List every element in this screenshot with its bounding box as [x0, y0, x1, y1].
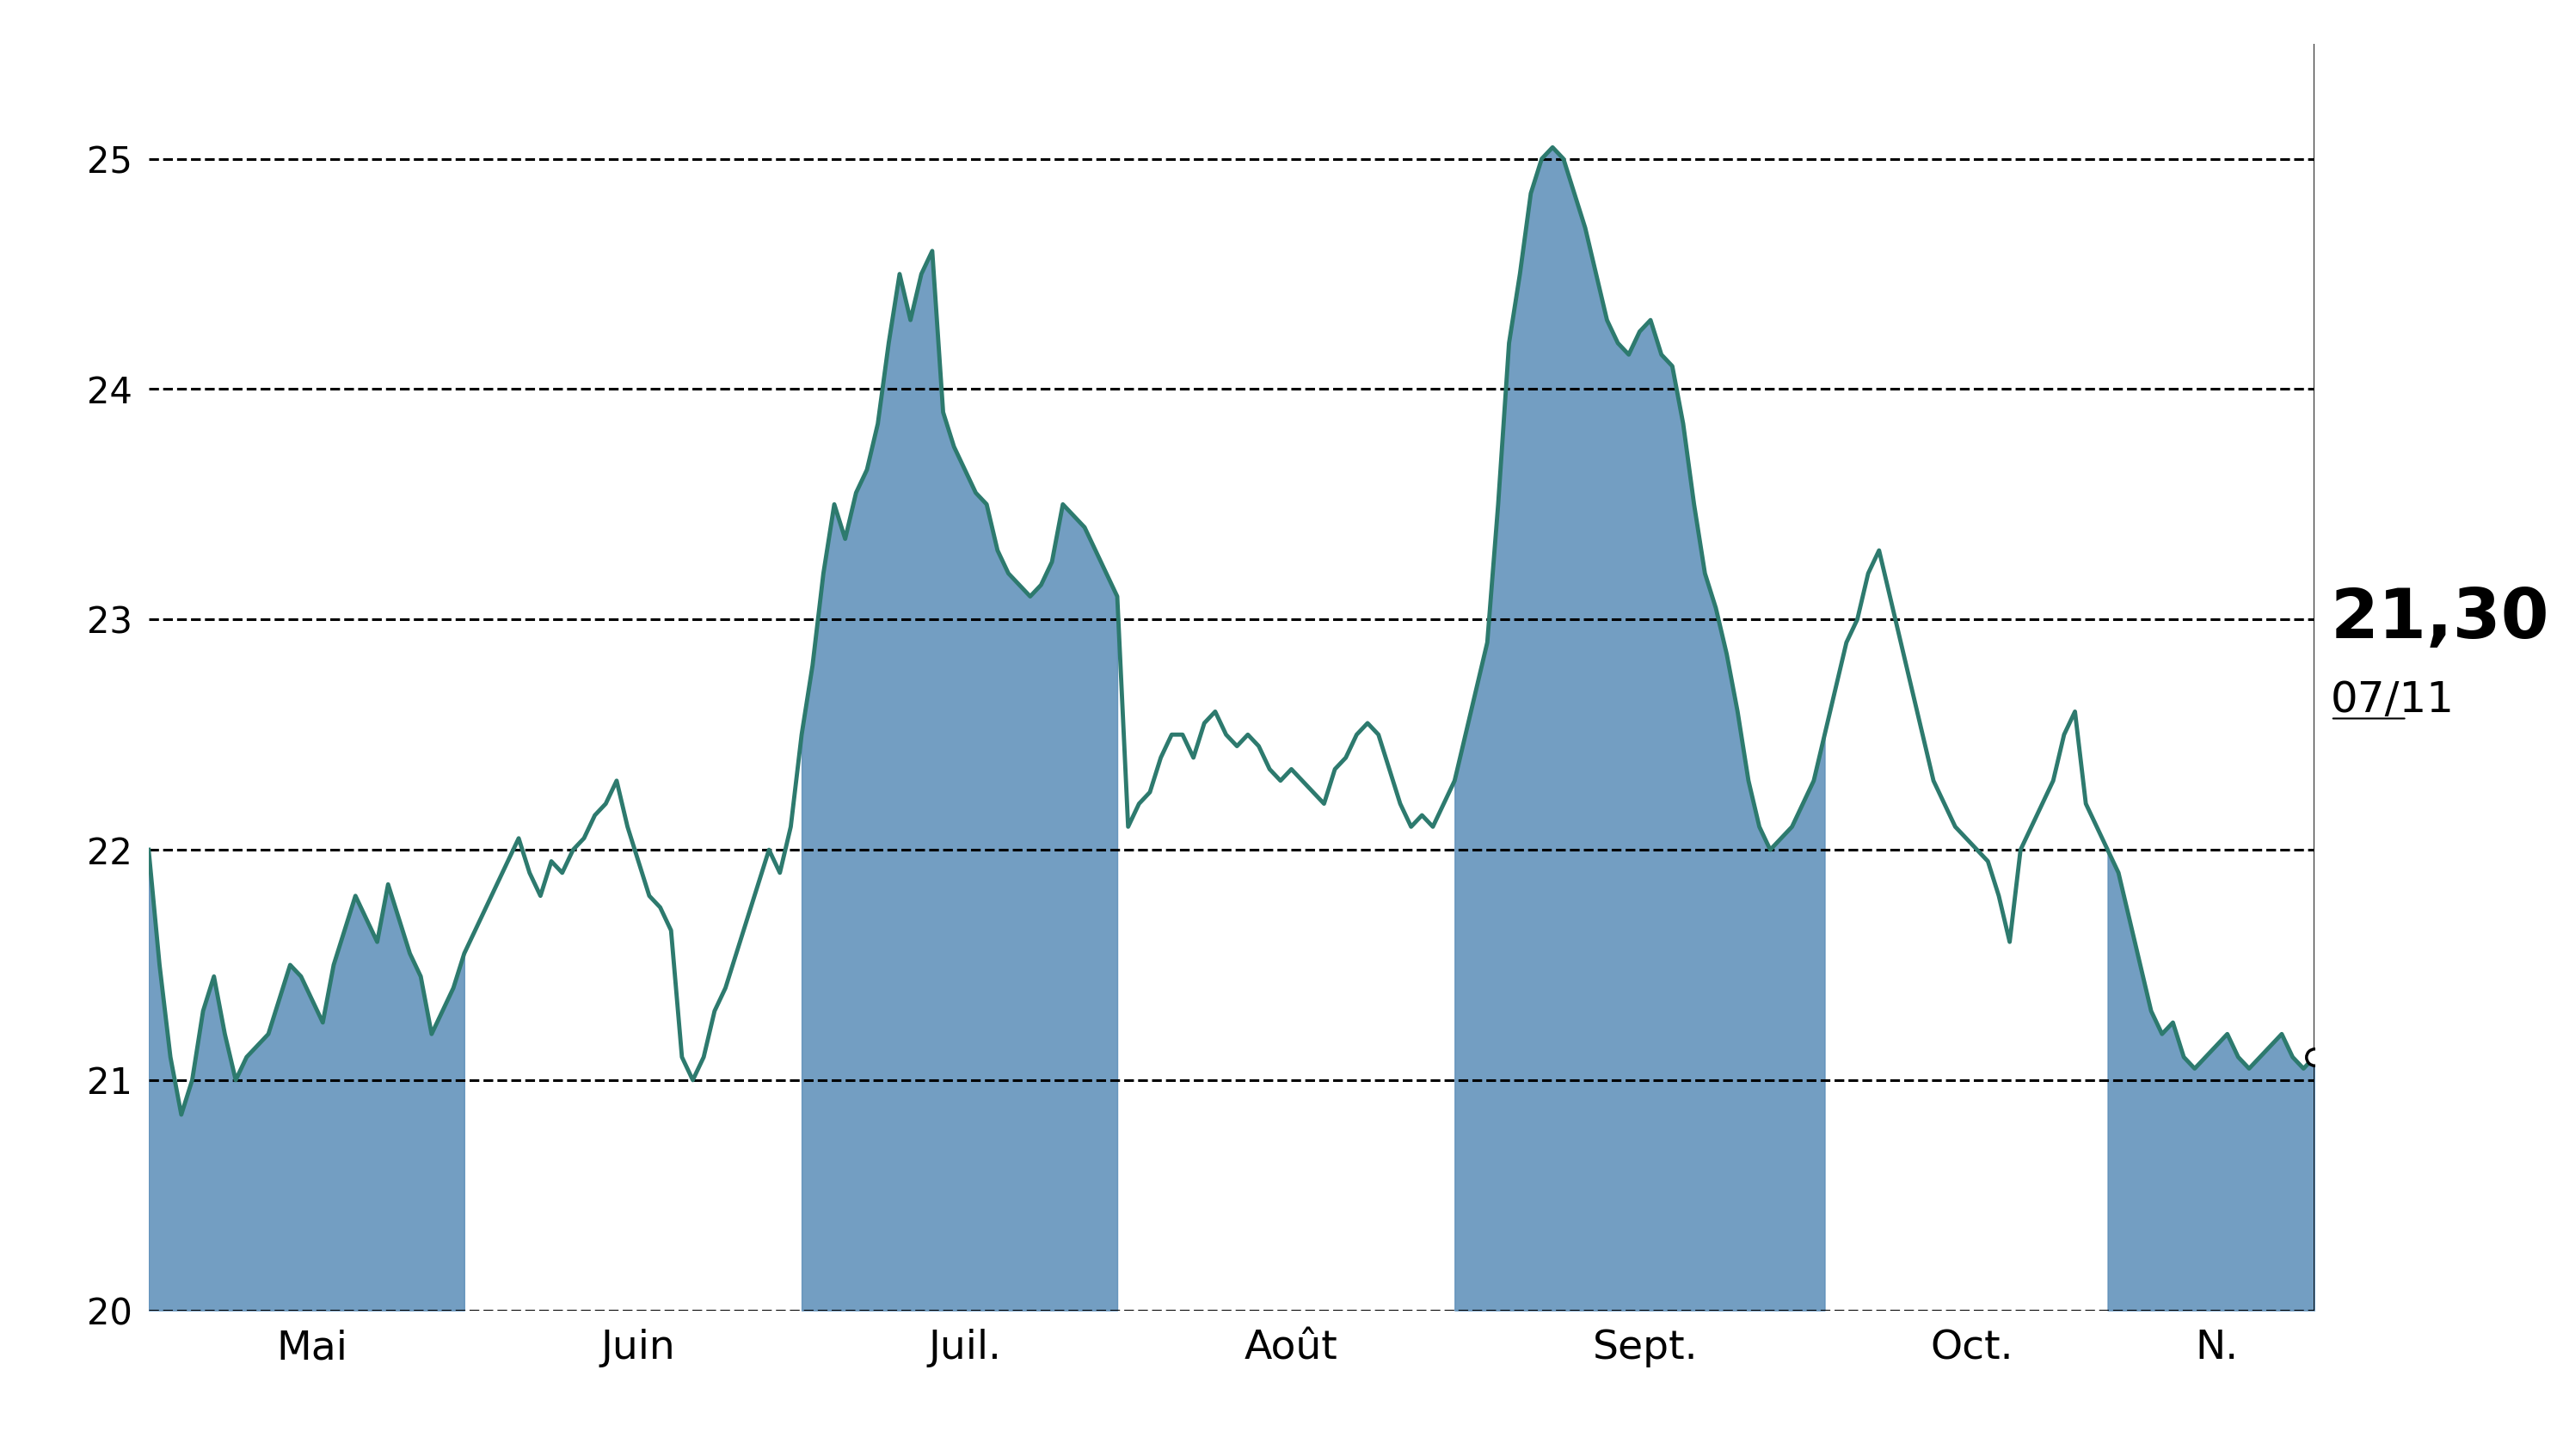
- Text: 21,30: 21,30: [2330, 585, 2550, 652]
- Text: 07/11: 07/11: [2330, 680, 2455, 721]
- Text: TIKEHAU CAPITAL: TIKEHAU CAPITAL: [810, 15, 1753, 106]
